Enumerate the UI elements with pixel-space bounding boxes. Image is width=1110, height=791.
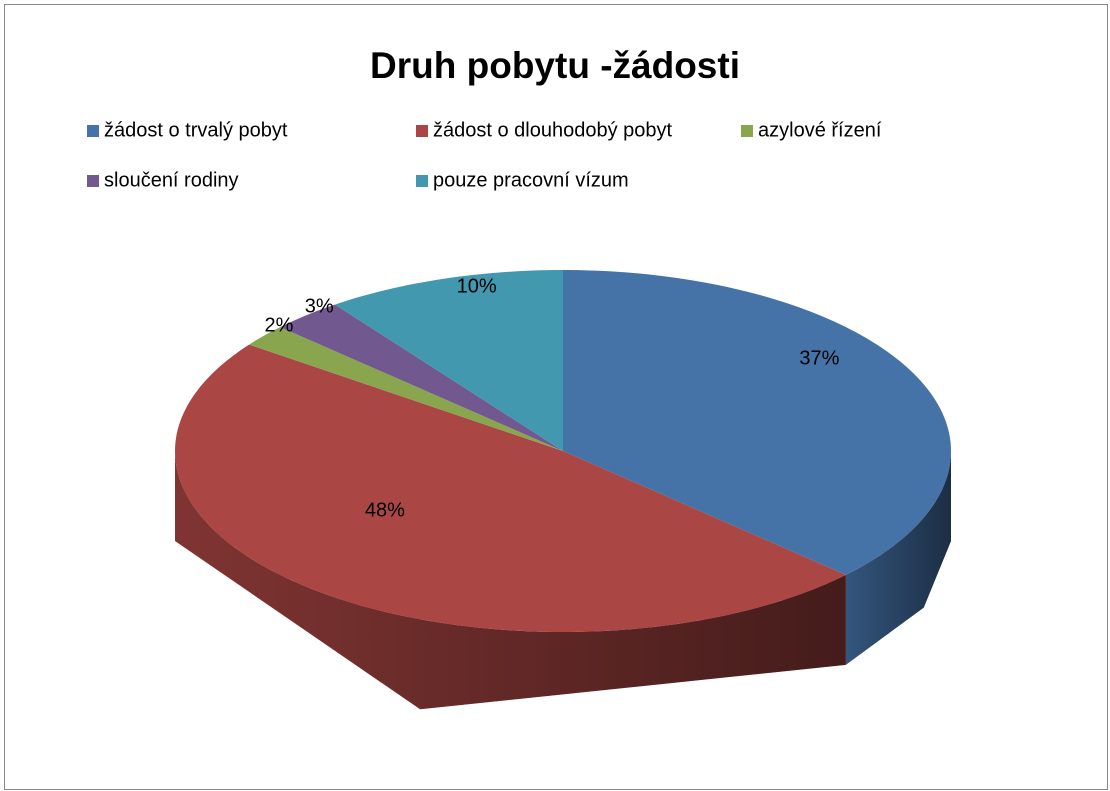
slice-top (280, 304, 563, 451)
legend-label: azylové řízení (758, 119, 882, 141)
slice-side-shade (845, 451, 951, 665)
pie-slice (175, 344, 846, 710)
legend-swatch (416, 175, 428, 187)
pie-slice (563, 270, 951, 665)
slice-side-shade (175, 451, 846, 710)
legend-label: žádost o trvalý pobyt (104, 119, 288, 141)
legend-swatch (87, 125, 99, 137)
legend-swatch (741, 125, 753, 137)
legend-label: žádost o dlouhodobý pobyt (433, 119, 673, 141)
slice-top (249, 327, 563, 451)
data-label: 10% (457, 275, 497, 297)
data-label: 2% (265, 315, 294, 337)
slice-top (563, 270, 951, 575)
legend-label: sloučení rodiny (104, 169, 239, 191)
legend-swatch (87, 175, 99, 187)
data-label: 37% (799, 348, 839, 370)
legend-swatch (416, 125, 428, 137)
slice-top (175, 344, 846, 632)
chart-title: Druh pobytu -žádosti (370, 45, 740, 86)
legend-label: pouze pracovní vízum (433, 169, 629, 191)
data-label: 48% (365, 500, 405, 522)
pie-slice (334, 270, 563, 451)
pie-slice (280, 304, 563, 451)
data-label: 3% (305, 295, 334, 317)
slice-top (334, 270, 563, 451)
pie-slice (249, 327, 563, 451)
